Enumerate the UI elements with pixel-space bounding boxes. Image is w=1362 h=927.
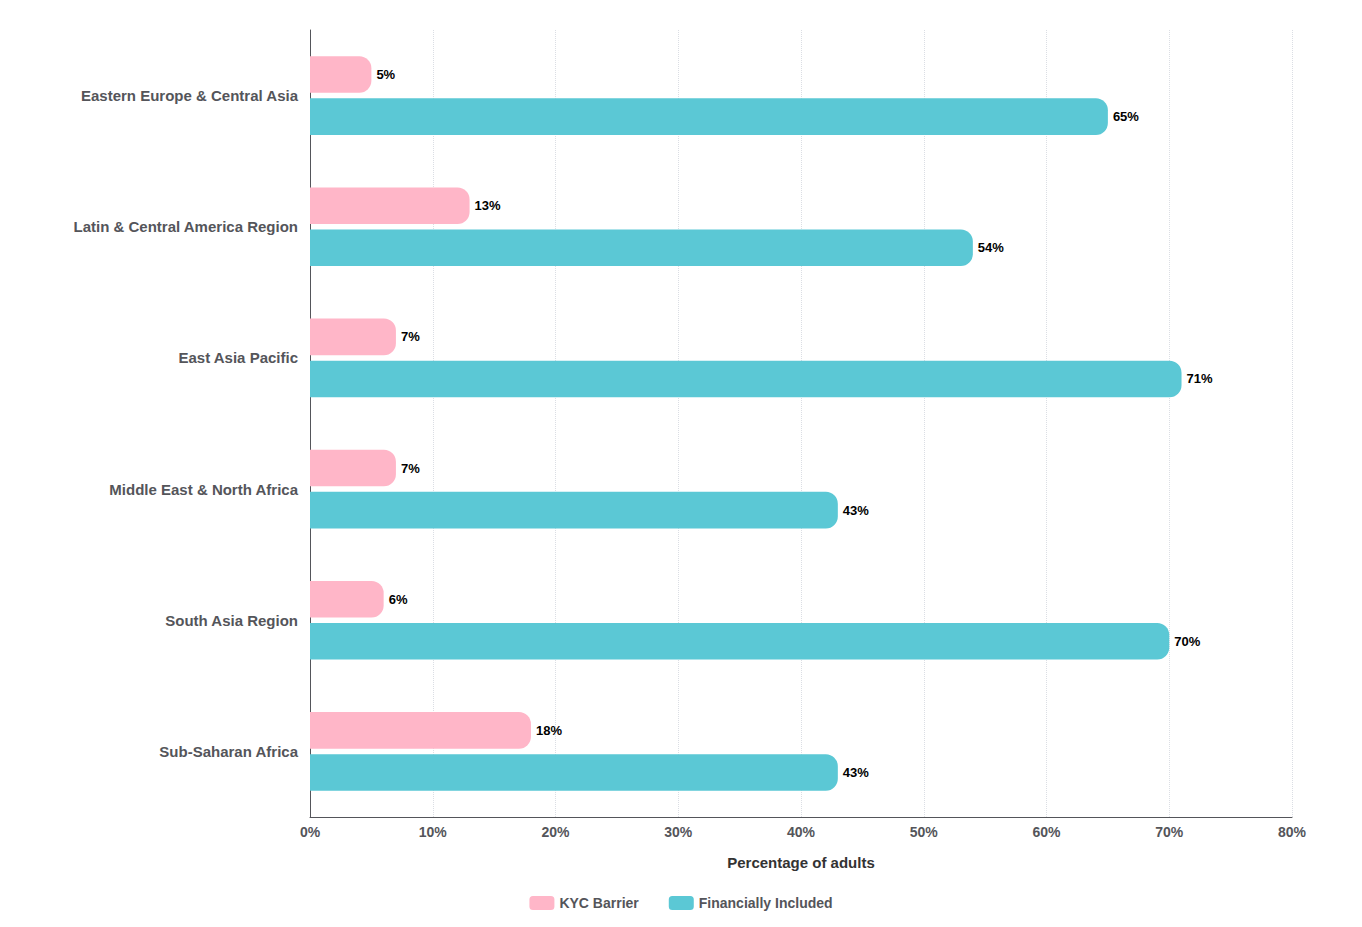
svg-text:Eastern Europe & Central Asia: Eastern Europe & Central Asia <box>81 87 299 104</box>
svg-text:0%: 0% <box>300 824 321 840</box>
svg-text:KYC Barrier: KYC Barrier <box>559 895 639 911</box>
svg-text:18%: 18% <box>536 723 562 738</box>
svg-text:10%: 10% <box>419 824 448 840</box>
svg-text:30%: 30% <box>664 824 693 840</box>
svg-text:80%: 80% <box>1278 824 1307 840</box>
svg-text:Sub-Saharan Africa: Sub-Saharan Africa <box>159 743 298 760</box>
svg-text:65%: 65% <box>1113 109 1139 124</box>
svg-text:40%: 40% <box>787 824 816 840</box>
svg-text:5%: 5% <box>376 67 395 82</box>
svg-text:13%: 13% <box>475 198 501 213</box>
svg-text:60%: 60% <box>1032 824 1061 840</box>
svg-text:70%: 70% <box>1174 634 1200 649</box>
svg-text:7%: 7% <box>401 461 420 476</box>
svg-text:7%: 7% <box>401 329 420 344</box>
svg-text:Financially Included: Financially Included <box>699 895 833 911</box>
svg-text:South Asia Region: South Asia Region <box>165 612 298 629</box>
svg-text:East Asia Pacific: East Asia Pacific <box>178 349 298 366</box>
svg-text:Latin & Central America Region: Latin & Central America Region <box>74 218 299 235</box>
svg-text:20%: 20% <box>541 824 570 840</box>
svg-text:54%: 54% <box>978 240 1004 255</box>
svg-text:Percentage of adults: Percentage of adults <box>727 854 875 871</box>
svg-text:43%: 43% <box>843 765 869 780</box>
svg-text:71%: 71% <box>1187 371 1213 386</box>
svg-text:6%: 6% <box>389 592 408 607</box>
svg-text:50%: 50% <box>910 824 939 840</box>
svg-text:43%: 43% <box>843 503 869 518</box>
svg-text:Middle East & North Africa: Middle East & North Africa <box>109 481 298 498</box>
svg-text:70%: 70% <box>1155 824 1184 840</box>
